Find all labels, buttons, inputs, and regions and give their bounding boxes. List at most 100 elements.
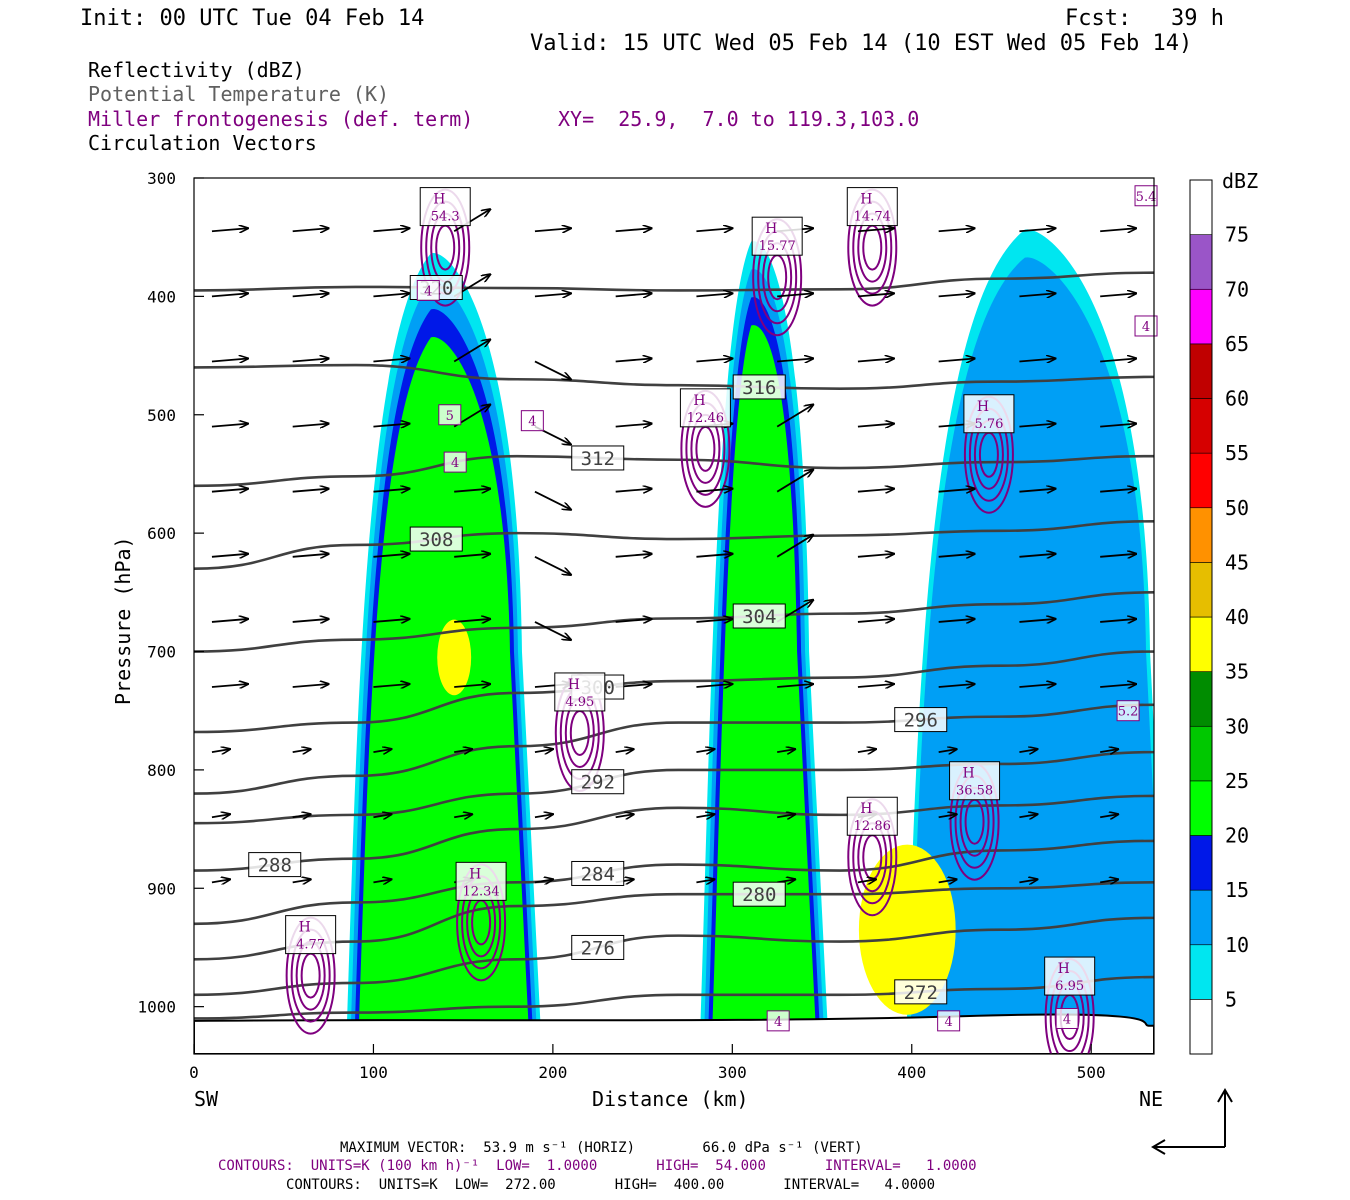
circulation-vector-1 [292, 228, 329, 231]
circulation-vector-73 [292, 619, 329, 622]
circulation-vector-38 [373, 424, 409, 427]
reflectivity-core-0 [437, 619, 472, 696]
theta-contour-300 [194, 650, 1154, 734]
footer-contours-fronto: CONTOURS: UNITS=K (100 km h)⁻¹ LOW= 1.00… [218, 1158, 977, 1174]
fronto-ring-2-1 [862, 224, 883, 271]
colorbar-swatch-40 [1189, 616, 1213, 672]
circulation-vector-108 [211, 814, 230, 817]
circulation-vector-54 [696, 489, 732, 492]
circulation-vector-104 [857, 749, 876, 752]
colorbar-swatch-45 [1189, 562, 1213, 618]
colorbar-label-35: 35 [1225, 660, 1249, 684]
fronto-small-label-3: 5 [438, 404, 462, 426]
circulation-vector-110 [373, 814, 391, 817]
svg-text:4: 4 [1142, 320, 1150, 335]
svg-text:14.74: 14.74 [854, 210, 891, 225]
svg-text:4: 4 [451, 456, 459, 471]
svg-text:12.86: 12.86 [854, 819, 891, 834]
legend-reflectivity: Reflectivity (dBZ) [88, 58, 305, 82]
circulation-vector-119 [1100, 814, 1118, 817]
fronto-max-6: H 12.34 [455, 861, 507, 901]
circulation-vector-102 [696, 749, 714, 752]
circulation-vector-66 [696, 554, 732, 557]
legend-vectors: Circulation Vectors [88, 131, 317, 155]
fronto-small-label-2: 4 [443, 451, 467, 473]
circulation-vector-95 [1100, 684, 1136, 687]
circulation-vector-32 [857, 358, 894, 361]
circulation-vector-2 [373, 228, 409, 231]
circulation-vector-84 [211, 684, 248, 687]
colorbar-label-5: 5 [1225, 987, 1237, 1011]
x-tick-label-500: 500 [1077, 1063, 1106, 1082]
svg-text:H: H [568, 677, 580, 693]
circulation-vector-97 [292, 749, 311, 752]
colorbar-label-10: 10 [1225, 933, 1249, 957]
theta-contour-312 [194, 454, 1154, 488]
circulation-vector-12 [211, 293, 248, 296]
colorbar-swatch-50 [1189, 507, 1213, 563]
forecast-hour: Fcst: 39 h [1065, 6, 1224, 31]
circulation-vector-86 [373, 684, 409, 687]
colorbar-unit: dBZ [1222, 169, 1259, 193]
circulation-vector-91 [777, 684, 813, 687]
circulation-vector-130 [1019, 879, 1037, 882]
colorbar-top-swatch [1189, 179, 1213, 235]
circulation-vector-58 [1019, 489, 1055, 492]
svg-text:4: 4 [424, 284, 432, 299]
x-tick-label-0: 0 [189, 1063, 199, 1082]
x-tick-label-200: 200 [538, 1063, 567, 1082]
circulation-vector-105 [938, 749, 957, 752]
theta-contour-272 [194, 975, 1154, 1020]
circulation-vector-4 [534, 228, 571, 231]
circulation-vector-121 [292, 879, 311, 882]
reflectivity-core-1 [858, 844, 956, 1015]
fronto-max-3: H 12.46 [679, 388, 731, 428]
colorbar-label-20: 20 [1225, 824, 1249, 848]
circulation-vector-31 [777, 358, 813, 361]
x-tick-label-100: 100 [359, 1063, 388, 1082]
y-tick-label-900: 900 [147, 879, 176, 898]
svg-text:4: 4 [1063, 1012, 1071, 1027]
theta-contour-296 [194, 703, 1154, 795]
y-tick-label-500: 500 [147, 406, 176, 425]
fronto-small-label-5: 4 [1134, 315, 1158, 337]
circulation-vector-69 [938, 554, 975, 557]
svg-text:5.76: 5.76 [974, 417, 1003, 432]
theta-contour-304 [194, 591, 1154, 653]
circulation-vector-50 [373, 489, 409, 492]
circulation-vector-53 [615, 489, 652, 492]
circulation-vector-129 [938, 879, 957, 882]
circulation-vector-109 [292, 814, 311, 817]
circulation-vector-36 [211, 424, 248, 427]
circulation-vector-28 [534, 360, 571, 379]
circulation-vector-13 [292, 293, 329, 296]
colorbar-swatch-65 [1189, 343, 1213, 399]
legend-frontogenesis: Miller frontogenesis (def. term) [88, 107, 474, 131]
fronto-small-label-6: 5.2 [1116, 700, 1140, 722]
circulation-vector-77 [615, 619, 652, 622]
theta-label-288: 288 [248, 852, 302, 878]
circulation-vector-20 [857, 293, 894, 296]
svg-text:H: H [860, 192, 872, 208]
circulation-vector-51 [454, 489, 490, 492]
colorbar-label-15: 15 [1225, 878, 1249, 902]
theta-label-292: 292 [571, 769, 625, 795]
circulation-vector-19 [777, 293, 813, 296]
circulation-vector-131 [1100, 879, 1118, 882]
colorbar-label-70: 70 [1225, 277, 1249, 301]
circulation-vector-87 [454, 684, 490, 687]
circulation-vector-57 [938, 489, 975, 492]
circulation-vector-26 [373, 358, 409, 361]
x-axis-label: Distance (km) [592, 1087, 749, 1111]
svg-text:308: 308 [419, 529, 453, 551]
circulation-vector-41 [615, 424, 652, 427]
fronto-ring-3-1 [695, 425, 716, 472]
fronto-small-label-8: 4 [937, 1010, 961, 1032]
x-end-left: SW [194, 1087, 219, 1111]
y-tick-label-800: 800 [147, 761, 176, 780]
colorbar-swatch-30 [1189, 725, 1213, 782]
circulation-vector-47 [1100, 424, 1136, 427]
circulation-vector-33 [938, 358, 975, 361]
circulation-vector-101 [615, 749, 634, 752]
